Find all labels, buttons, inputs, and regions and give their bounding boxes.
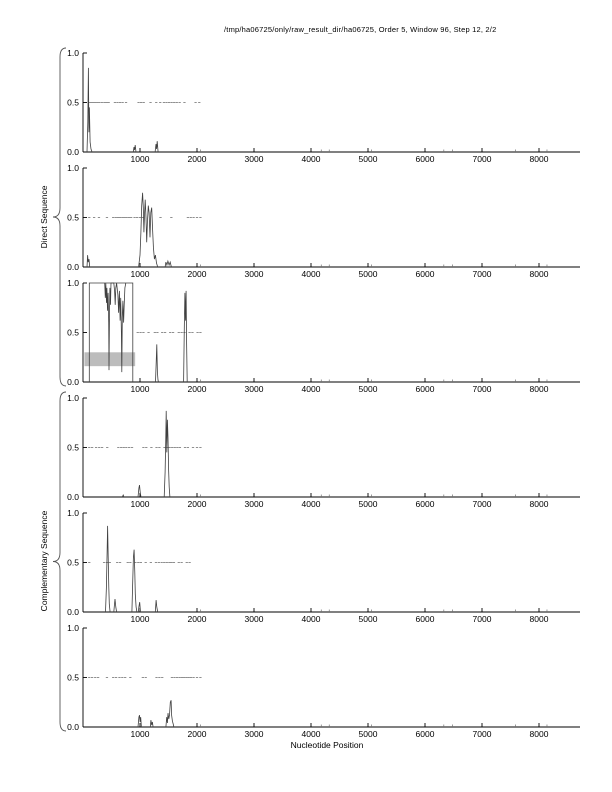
tick-label: 4000 [302,154,321,164]
tick-label: 0.5 [67,443,79,453]
tick-label: 1000 [131,614,150,624]
tick-label: 8000 [530,499,549,509]
tick-label: 8000 [530,729,549,739]
tick-label: 0.0 [67,722,79,732]
complementary-frame-2-curve [105,525,111,613]
tick-label: 6000 [416,384,435,394]
tick-label: 0.0 [67,607,79,617]
tick-label: 0.5 [67,558,79,568]
complementary-frame-3-curve [149,720,154,728]
complementary-frame-1-curve [121,493,125,498]
tick-label: 1.0 [67,163,79,173]
direct-frame-1-curve [154,141,159,153]
direct-frame-3-curve [104,282,127,373]
complementary-frame-2-curve [131,549,138,613]
tick-label: 1.0 [67,623,79,633]
tick-label: 8000 [530,384,549,394]
direct-group-brace [52,47,67,387]
tick-label: 6000 [416,154,435,164]
tick-label: 7000 [473,154,492,164]
direct-frame-2-curve [138,192,159,268]
tick-label: 8000 [530,614,549,624]
tick-label: 1000 [131,729,150,739]
tick-label: 7000 [473,269,492,279]
tick-label: 6000 [416,729,435,739]
tick-label: 4000 [302,269,321,279]
tick-label: 2000 [188,614,207,624]
tick-label: 0.0 [67,492,79,502]
tick-label: 0.5 [67,673,79,683]
tick-label: 0.5 [67,213,79,223]
tick-label: 0.5 [67,98,79,108]
tick-label: 1.0 [67,48,79,58]
tick-label: 2000 [188,269,207,279]
complementary-frame-1-curve [137,485,142,498]
tick-label: 3000 [245,269,264,279]
tick-label: 5000 [359,499,378,509]
tick-label: 6000 [416,269,435,279]
complementary-frame-3-curve [165,700,175,728]
tick-label: 7000 [473,729,492,739]
tick-label: 4000 [302,729,321,739]
tick-label: 4000 [302,614,321,624]
direct-frame-3-curve [155,344,159,383]
tick-label: 7000 [473,499,492,509]
complementary-group-brace [52,391,67,732]
tick-label: 1.0 [67,278,79,288]
tick-label: 7000 [473,614,492,624]
tick-label: 6000 [416,614,435,624]
tick-label: 2000 [188,499,207,509]
tick-label: 4000 [302,499,321,509]
predicted-gene-bar [84,352,136,367]
direct-frame-3-curve [183,290,188,383]
complementary-frame-2-curve [113,599,117,613]
tick-label: 5000 [359,269,378,279]
tick-label: 0.5 [67,328,79,338]
tick-label: 1000 [131,499,150,509]
tick-label: 2000 [188,729,207,739]
direct-frame-2-curve [86,255,91,268]
tick-label: 5000 [359,614,378,624]
direct-frame-1-curve [132,145,137,153]
complementary-frame-2-curve [137,602,141,613]
complementary-frame-3-curve [137,714,142,728]
complementary-frame-1-curve [163,410,171,498]
tick-label: 1000 [131,384,150,394]
tick-label: 0.0 [67,377,79,387]
tick-label: 1.0 [67,393,79,403]
tick-label: 0.0 [67,147,79,157]
tick-label: 1000 [131,154,150,164]
tick-label: 6000 [416,499,435,509]
tick-label: 5000 [359,384,378,394]
tick-label: 2000 [188,384,207,394]
plot-title: /tmp/ha06725/only/raw_result_dir/ha06725… [224,25,497,34]
tick-label: 3000 [245,384,264,394]
tick-label: 8000 [530,154,549,164]
tick-label: 3000 [245,499,264,509]
tick-label: 1000 [131,269,150,279]
tick-label: 3000 [245,729,264,739]
tick-label: 5000 [359,729,378,739]
tick-label: 8000 [530,269,549,279]
tick-label: 4000 [302,384,321,394]
tick-label: 2000 [188,154,207,164]
complementary-frame-2-curve [154,600,159,613]
tick-label: 7000 [473,384,492,394]
x-axis-label: Nucleotide Position [290,740,364,750]
tick-label: 0.0 [67,262,79,272]
tick-label: 3000 [245,614,264,624]
tick-label: 1.0 [67,508,79,518]
tick-label: 5000 [359,154,378,164]
tick-label: 3000 [245,154,264,164]
direct-frame-2-curve [164,259,172,268]
direct-frame-1-curve [86,67,93,153]
